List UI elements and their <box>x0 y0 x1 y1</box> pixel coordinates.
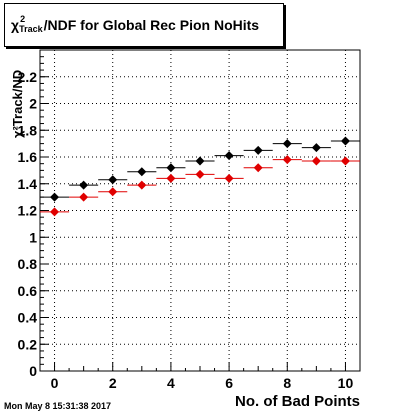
x-tick-label: 0 <box>51 375 59 391</box>
title-sub: Track <box>19 24 43 34</box>
chart-title: χ 2 Track/NDF for Global Rec Pion NoHits <box>5 4 283 46</box>
y-tick-label: 1.8 <box>18 122 38 138</box>
title-suffix: /NDF for Global Rec Pion NoHits <box>43 17 260 33</box>
data-point <box>195 156 205 166</box>
grid <box>40 50 360 372</box>
data-point <box>282 139 292 149</box>
series-1 <box>40 155 360 217</box>
y-tick-label: 0.4 <box>18 310 38 326</box>
title-box: χ 2 Track/NDF for Global Rec Pion NoHits <box>4 3 284 47</box>
x-tick-label: 4 <box>167 375 175 391</box>
data-point <box>311 143 321 153</box>
x-axis-label: No. of Bad Points <box>235 393 360 410</box>
data-point <box>253 145 263 155</box>
data-point <box>79 180 89 190</box>
data-point <box>79 192 89 202</box>
y-tick-label: 1.4 <box>18 176 38 192</box>
x-tick-label: 2 <box>109 375 117 391</box>
x-tick-label: 6 <box>225 375 233 391</box>
title-sup: 2 <box>20 14 26 24</box>
data-point <box>108 187 118 197</box>
axis-ticks <box>40 49 346 372</box>
tick-labels: 0 2 4 6 8 10 0 0.2 0.4 0.6 0.8 1 1.2 1.4 1.6 1.8 2 2.2 <box>18 69 354 391</box>
y-tick-label: 1.2 <box>18 203 38 219</box>
y-tick-label: 0 <box>29 363 37 379</box>
data-point <box>340 136 350 146</box>
y-tick-label: 2 <box>29 96 37 112</box>
data-point <box>108 175 118 185</box>
data-point <box>282 155 292 165</box>
data-point <box>50 192 60 202</box>
data-marks <box>40 136 360 217</box>
y-tick-label: 0.8 <box>18 256 38 272</box>
data-point <box>137 180 147 190</box>
data-point <box>137 167 147 177</box>
data-point <box>224 173 234 183</box>
x-tick-label: 10 <box>338 375 354 391</box>
data-point <box>50 207 60 217</box>
data-point <box>166 173 176 183</box>
data-point <box>253 163 263 173</box>
timestamp: Mon May 8 15:31:38 2017 <box>4 401 112 411</box>
y-tick-label: 0.2 <box>18 336 38 352</box>
data-point <box>166 163 176 173</box>
title-chi: χ <box>11 17 20 33</box>
y-axis-label: χ²Track/ND <box>10 70 25 138</box>
data-point <box>224 151 234 161</box>
y-tick-label: 1.6 <box>18 149 38 165</box>
data-point <box>340 156 350 166</box>
y-tick-label: 0.6 <box>18 283 38 299</box>
x-tick-label: 8 <box>283 375 291 391</box>
data-point <box>195 169 205 179</box>
y-tick-label: 2.2 <box>18 69 38 85</box>
data-point <box>311 156 321 166</box>
y-tick-label: 1 <box>29 229 37 245</box>
series-0 <box>40 136 360 202</box>
